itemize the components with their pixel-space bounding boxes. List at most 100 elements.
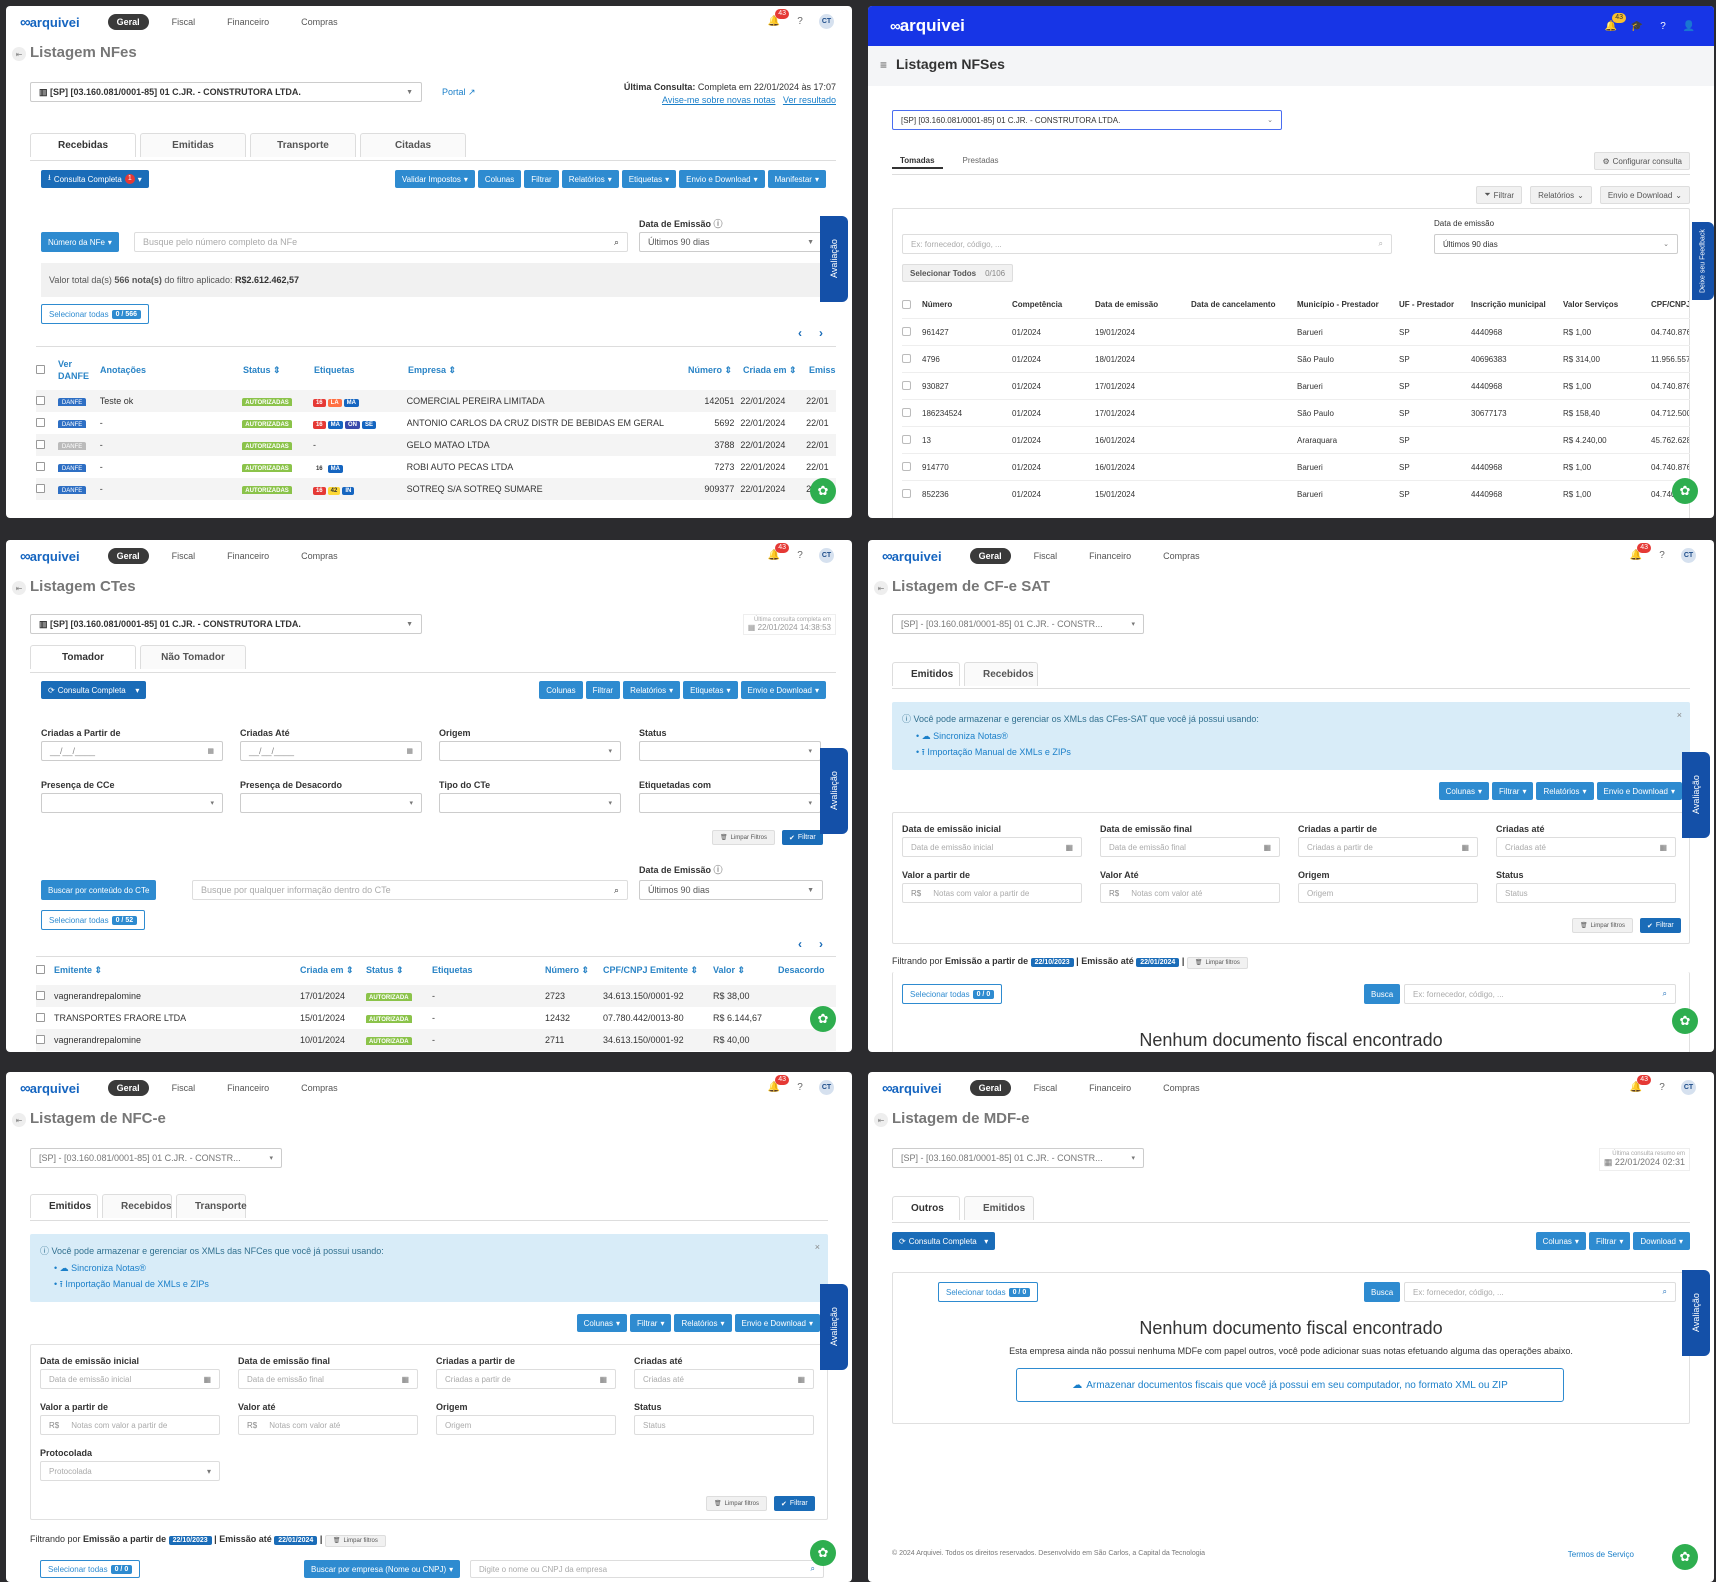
- tag-badge[interactable]: 42: [327, 486, 341, 495]
- relatorios-button[interactable]: Relatórios ▾: [623, 681, 681, 699]
- nav-compras[interactable]: Compras: [301, 17, 338, 27]
- filter-input[interactable]: Criadas a partir de ▦: [436, 1369, 616, 1389]
- col-emissao[interactable]: Emiss: [809, 365, 836, 375]
- table-row[interactable]: DANFE - AUTORIZADAS 16 MA ROBI AUTO PECAS LTD…: [36, 456, 836, 478]
- search-type-select[interactable]: Número da NFe ▾: [41, 232, 119, 252]
- filter-input[interactable]: ▾: [240, 793, 422, 813]
- table-row[interactable]: 961427 01/2024 19/01/2024 Barueri SP 4440968 R…: [902, 318, 1690, 345]
- nav-financeiro[interactable]: Financeiro: [1089, 551, 1132, 561]
- help-icon[interactable]: ?: [797, 1082, 803, 1093]
- search-icon[interactable]: ⌕: [1662, 989, 1667, 998]
- collapse-sidebar-icon[interactable]: ⇤: [874, 1113, 888, 1127]
- company-select[interactable]: ▥ [SP] [03.160.081/0001-85] 01 C.JR. - C…: [30, 614, 422, 634]
- next-page-icon[interactable]: ›: [819, 326, 823, 340]
- row-checkbox[interactable]: [36, 483, 45, 493]
- avatar[interactable]: CT: [819, 548, 834, 563]
- select-all-checkbox[interactable]: [36, 965, 45, 974]
- search-icon[interactable]: ⌕: [613, 236, 619, 247]
- nav-geral[interactable]: Geral: [107, 1080, 149, 1096]
- tab-outros[interactable]: Outros: [892, 1196, 960, 1220]
- bell-icon[interactable]: 🔔 43: [767, 542, 789, 563]
- col-status[interactable]: Status ⇕: [366, 965, 404, 975]
- row-checkbox[interactable]: [36, 1012, 45, 1022]
- avatar[interactable]: CT: [1681, 1080, 1696, 1095]
- select-all-button[interactable]: Selecionar todas 0 / 0: [938, 1282, 1039, 1302]
- tab-recebidas[interactable]: Recebidas: [30, 133, 136, 157]
- manifestar-button[interactable]: Manifestar ▾: [767, 170, 826, 188]
- col-municipio[interactable]: Município - Prestador: [1297, 300, 1379, 309]
- company-select[interactable]: [SP] - [03.160.081/0001-85] 01 C.JR. - C…: [30, 1148, 282, 1168]
- tab-transporte[interactable]: Transporte: [250, 133, 356, 157]
- table-row[interactable]: DANFE Teste ok AUTORIZADAS 16 LA MA COMERCIAL …: [36, 390, 836, 412]
- collapse-sidebar-icon[interactable]: ⇤: [874, 581, 888, 595]
- nav-fiscal[interactable]: Fiscal: [171, 17, 196, 27]
- portal-link[interactable]: Portal ↗: [442, 87, 476, 97]
- filter-input[interactable]: R$ Notas com valor a partir de: [40, 1415, 220, 1435]
- prev-page-icon[interactable]: ‹: [798, 326, 802, 340]
- tab-emitidos[interactable]: Emitidos: [892, 662, 960, 686]
- period-select[interactable]: Últimos 90 dias ⌄: [1434, 234, 1678, 254]
- brand-logo[interactable]: ∞ arquivei: [882, 547, 942, 565]
- table-row[interactable]: 186234524 01/2024 17/01/2024 São Paulo SP 306…: [902, 399, 1690, 426]
- table-row[interactable]: vagnerandrepalomine 17/01/2024 AUTORIZADA -…: [36, 985, 836, 1007]
- company-select[interactable]: ▥ [SP] [03.160.081/0001-85] 01 C.JR. - C…: [30, 82, 422, 102]
- select-all-checkbox[interactable]: [36, 364, 45, 374]
- avaliacao-tab[interactable]: Avaliação: [820, 216, 848, 302]
- busca-button[interactable]: Busca: [1364, 984, 1401, 1004]
- apply-filter-button[interactable]: ✔ Filtrar: [782, 830, 823, 845]
- tab-emitidos[interactable]: Emitidos: [964, 1196, 1034, 1220]
- table-row[interactable]: 852236 01/2024 15/01/2024 Barueri SP 4440968 R…: [902, 480, 1690, 507]
- tag-badge[interactable]: 16: [312, 398, 326, 407]
- table-row[interactable]: DANFE - AUTORIZADAS 16 42 IN SOTREQ S/A SOTREQ…: [36, 478, 836, 500]
- filter-input[interactable]: Criadas a partir de ▦: [1298, 837, 1478, 857]
- colunas-button[interactable]: Colunas: [539, 681, 583, 699]
- tag-badge[interactable]: IN: [342, 486, 355, 495]
- danfe-button[interactable]: DANFE: [57, 420, 87, 428]
- row-checkbox[interactable]: [902, 353, 911, 363]
- filter-input[interactable]: Status: [1496, 883, 1676, 903]
- filtrar-button[interactable]: Filtrar ▾: [630, 1314, 672, 1332]
- col-uf[interactable]: UF - Prestador: [1399, 300, 1455, 309]
- col-criada-em[interactable]: Criada em ⇕: [300, 965, 354, 975]
- help-icon[interactable]: ?: [797, 16, 803, 27]
- tag-badge[interactable]: MA: [327, 420, 343, 429]
- cfe-search-input[interactable]: Ex: fornecedor, código, ... ⌕: [1404, 984, 1676, 1004]
- envio-download-button[interactable]: Envio e Download ⌄: [1599, 186, 1690, 204]
- menu-icon[interactable]: ≡: [880, 58, 888, 72]
- company-select[interactable]: [SP] [03.160.081/0001-85] 01 C.JR. - CON…: [892, 110, 1282, 130]
- avatar[interactable]: CT: [1681, 548, 1696, 563]
- tag-badge[interactable]: 16: [312, 420, 326, 429]
- apply-filter-button[interactable]: ✔ Filtrar: [1640, 918, 1681, 933]
- sincroniza-link[interactable]: • ☁ Sincroniza Notas®: [54, 1263, 146, 1273]
- filter-input[interactable]: ▾: [639, 793, 821, 813]
- danfe-button[interactable]: DANFE: [57, 442, 87, 450]
- table-row[interactable]: DANFE - AUTORIZADAS 16 MA ON SE ANTONIO CARLOS …: [36, 412, 836, 434]
- chat-fab-icon[interactable]: ✿: [1672, 1008, 1698, 1034]
- table-row[interactable]: 13 01/2024 16/01/2024 Araraquara SP R$ 4.240,…: [902, 426, 1690, 453]
- sincroniza-link[interactable]: • ☁ Sincroniza Notas®: [916, 731, 1008, 741]
- row-checkbox[interactable]: [902, 407, 911, 417]
- filter-input[interactable]: Origem: [436, 1415, 616, 1435]
- consulta-completa-button[interactable]: ⟳ Consulta Completa ▾: [892, 1232, 996, 1250]
- nav-fiscal[interactable]: Fiscal: [1033, 1083, 1058, 1093]
- tag-badge[interactable]: 16: [312, 464, 326, 473]
- bell-icon[interactable]: 🔔 43: [767, 1074, 789, 1095]
- next-page-icon[interactable]: ›: [819, 937, 823, 951]
- user-icon[interactable]: 👤: [1682, 20, 1696, 32]
- col-status[interactable]: Status ⇕: [243, 364, 281, 375]
- brand-logo[interactable]: ∞ arquivei: [882, 1079, 942, 1097]
- help-icon[interactable]: ?: [1660, 20, 1666, 32]
- tab-nao-tomador[interactable]: Não Tomador: [140, 645, 246, 669]
- filter-input[interactable]: Status: [634, 1415, 814, 1435]
- filter-input[interactable]: Protocolada ▾: [40, 1461, 220, 1481]
- graduation-icon[interactable]: 🎓: [1630, 20, 1644, 32]
- col-valor[interactable]: Valor Serviços: [1563, 300, 1619, 309]
- tab-recebidos[interactable]: Recebidos: [964, 662, 1038, 686]
- col-numero[interactable]: Número ⇕: [545, 965, 590, 975]
- tag-badge[interactable]: SE: [362, 420, 377, 429]
- limpar-filtros-chip[interactable]: 🗑 Limpar filtros: [1186, 956, 1248, 969]
- filter-input[interactable]: Data de emissão inicial ▦: [902, 837, 1082, 857]
- nfce-search-input[interactable]: Digite o nome ou CNPJ da empresa ⌕: [470, 1560, 824, 1578]
- filter-input[interactable]: Data de emissão inicial ▦: [40, 1369, 220, 1389]
- envio-download-button[interactable]: Envio e Download ▾: [740, 681, 826, 699]
